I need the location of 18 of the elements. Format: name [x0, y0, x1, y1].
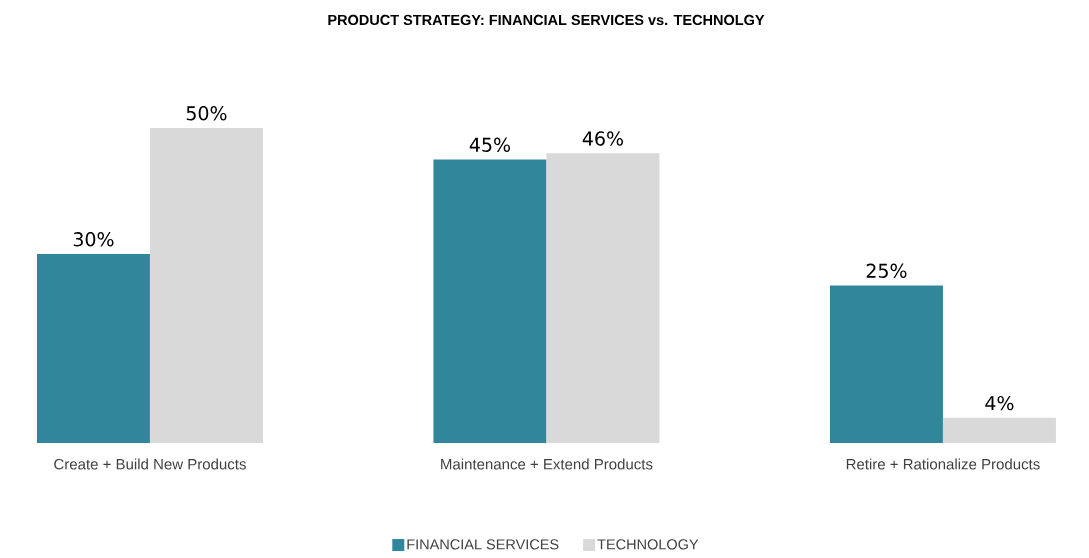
data-label: 46%	[582, 131, 624, 146]
legend-label: FINANCIAL SERVICES	[407, 539, 559, 550]
data-label: 45%	[469, 137, 511, 152]
x-tick-label: Create + Build New Products	[54, 458, 246, 470]
data-label: 30%	[73, 232, 114, 247]
chart-title: PRODUCT STRATEGY: FINANCIAL SERVICES vs. TECHNOLGY	[328, 14, 765, 26]
bar	[942, 417, 1056, 443]
data-label: 25%	[866, 263, 907, 278]
bar	[36, 253, 150, 443]
legend-label: TECHNOLOGY	[597, 539, 699, 550]
x-tick-label: Maintenance + Extend Products	[441, 458, 653, 470]
bar	[149, 127, 263, 443]
bar	[546, 153, 660, 443]
data-label: 50%	[186, 106, 227, 121]
data-label: 4%	[985, 395, 1014, 411]
bar	[829, 285, 943, 443]
x-tick-label: Retire + Rationalize Products	[846, 458, 1040, 470]
bar	[433, 159, 547, 443]
